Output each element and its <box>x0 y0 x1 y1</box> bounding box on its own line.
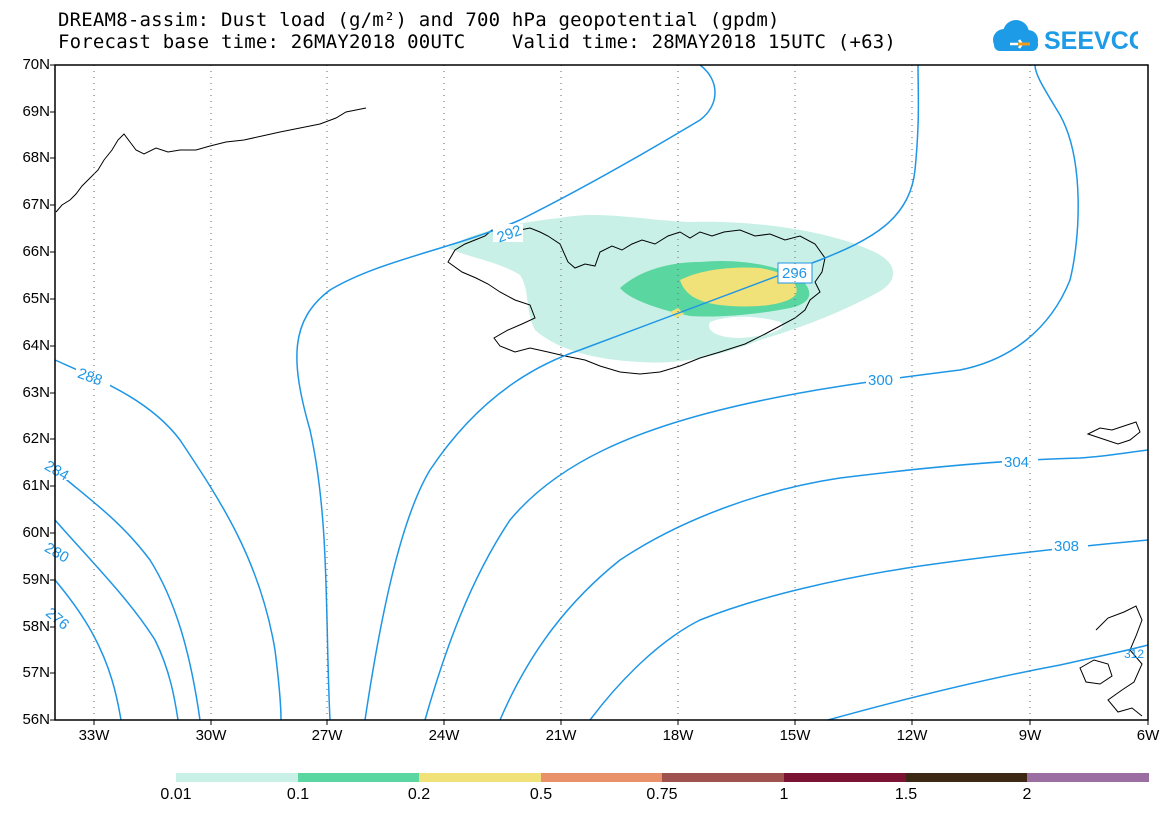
colorbar-label: 1 <box>779 786 789 803</box>
graticule <box>93 65 1031 720</box>
cloud-icon <box>993 20 1038 51</box>
lat-label-56n: 56N <box>22 711 50 728</box>
lon-label-30w: 30W <box>195 727 227 744</box>
logo-text: SEEVCCC <box>1044 27 1138 55</box>
contour-label-280: 280 <box>42 539 72 566</box>
contour-label-312: 312 <box>1124 647 1144 661</box>
lon-label-18w: 18W <box>662 727 694 744</box>
colorbar-segment <box>176 773 298 782</box>
map-title-line2: Forecast base time: 26MAY2018 00UTC Vali… <box>58 31 897 53</box>
geopotential-contours <box>54 64 1149 721</box>
lat-label-67n: 67N <box>22 196 50 213</box>
colorbar-label: 0.2 <box>407 786 431 803</box>
colorbar-segment <box>541 773 662 782</box>
lat-label-66n: 66N <box>22 243 50 260</box>
lon-label-24w: 24W <box>428 727 460 744</box>
colorbar-segment <box>298 773 419 782</box>
colorbar-segment <box>906 773 1027 782</box>
colorbar-segment <box>1027 773 1149 782</box>
lon-label-33w: 33W <box>78 727 110 744</box>
map-title-line1: DREAM8-assim: Dust load (g/m²) and 700 h… <box>58 9 780 31</box>
colorbar-label: 0.5 <box>529 786 553 803</box>
lon-label-12w: 12W <box>896 727 928 744</box>
coastlines <box>55 107 1143 717</box>
colorbar-label: 0.1 <box>286 786 310 803</box>
lon-label-15w: 15W <box>779 727 811 744</box>
lat-label-70n: 70N <box>22 56 50 73</box>
lat-label-57n: 57N <box>22 664 50 681</box>
lon-label-27w: 27W <box>311 727 343 744</box>
contour-label-304: 304 <box>1004 454 1029 471</box>
colorbar-label: 1.5 <box>894 786 918 803</box>
lat-label-58n: 58N <box>22 618 50 635</box>
lat-label-59n: 59N <box>22 571 50 588</box>
lon-label-21w: 21W <box>545 727 577 744</box>
lon-label-9w: 9W <box>1018 727 1042 744</box>
lat-label-63n: 63N <box>22 384 50 401</box>
lat-label-62n: 62N <box>22 430 50 447</box>
axis-ticks <box>50 64 1149 725</box>
colorbar-segment <box>419 773 541 782</box>
map-frame <box>54 64 1149 721</box>
contour-label-296: 296 <box>782 265 807 282</box>
lat-label-61n: 61N <box>22 477 50 494</box>
contour-label-300: 300 <box>868 372 893 389</box>
colorbar-segment <box>784 773 906 782</box>
contour-label-308: 308 <box>1054 538 1079 555</box>
lat-label-64n: 64N <box>22 337 50 354</box>
colorbar-segment <box>662 773 784 782</box>
lon-label-6w: 6W <box>1136 727 1160 744</box>
seevccc-logo: SEEVCCC <box>993 20 1138 55</box>
colorbar-label: 2 <box>1022 786 1032 803</box>
lat-label-69n: 69N <box>22 103 50 120</box>
lat-label-65n: 65N <box>22 290 50 307</box>
colorbar-label: 0.75 <box>646 786 678 803</box>
lat-label-60n: 60N <box>22 524 50 541</box>
contour-labels: 292 296 300 304 308 288 284 280 276 312 <box>42 222 1145 661</box>
dust-load-shading <box>448 214 894 363</box>
lat-label-68n: 68N <box>22 149 50 166</box>
colorbar-label: 0.01 <box>160 786 192 803</box>
